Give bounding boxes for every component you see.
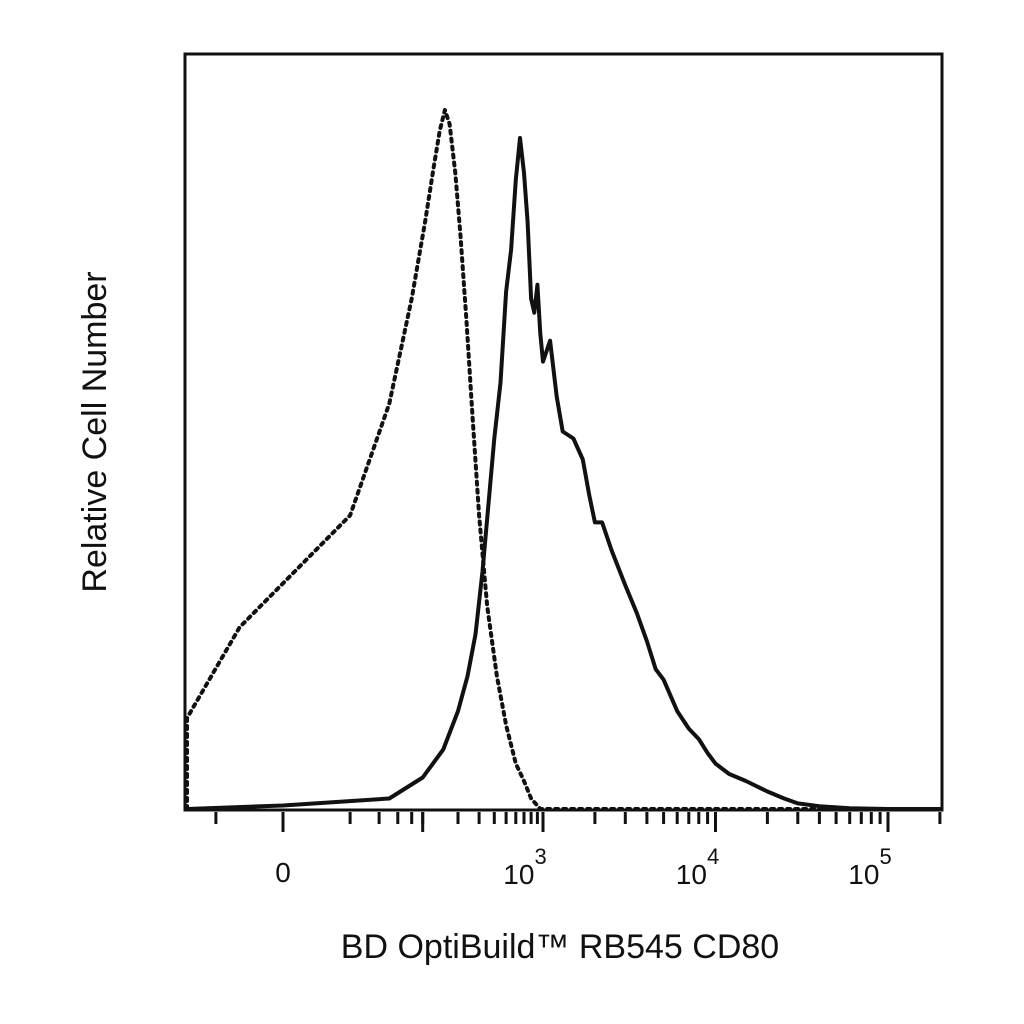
x-tick-label: 104 (676, 844, 719, 890)
x-axis-label: BD OptiBuild™ RB545 CD80 (341, 928, 779, 966)
x-tick-label: 103 (503, 844, 546, 890)
x-minor-ticks (214, 812, 942, 824)
x-major-ticks (281, 812, 890, 832)
x-tick-label: 105 (848, 844, 891, 890)
series-line-solid (186, 136, 940, 811)
y-axis-label: Relative Cell Number (76, 271, 114, 592)
x-tick-label: 0 (275, 857, 291, 888)
series-line-dotted (185, 108, 942, 811)
x-tick-labels: 0 103 104 105 (275, 844, 891, 890)
series-layer (185, 108, 942, 811)
